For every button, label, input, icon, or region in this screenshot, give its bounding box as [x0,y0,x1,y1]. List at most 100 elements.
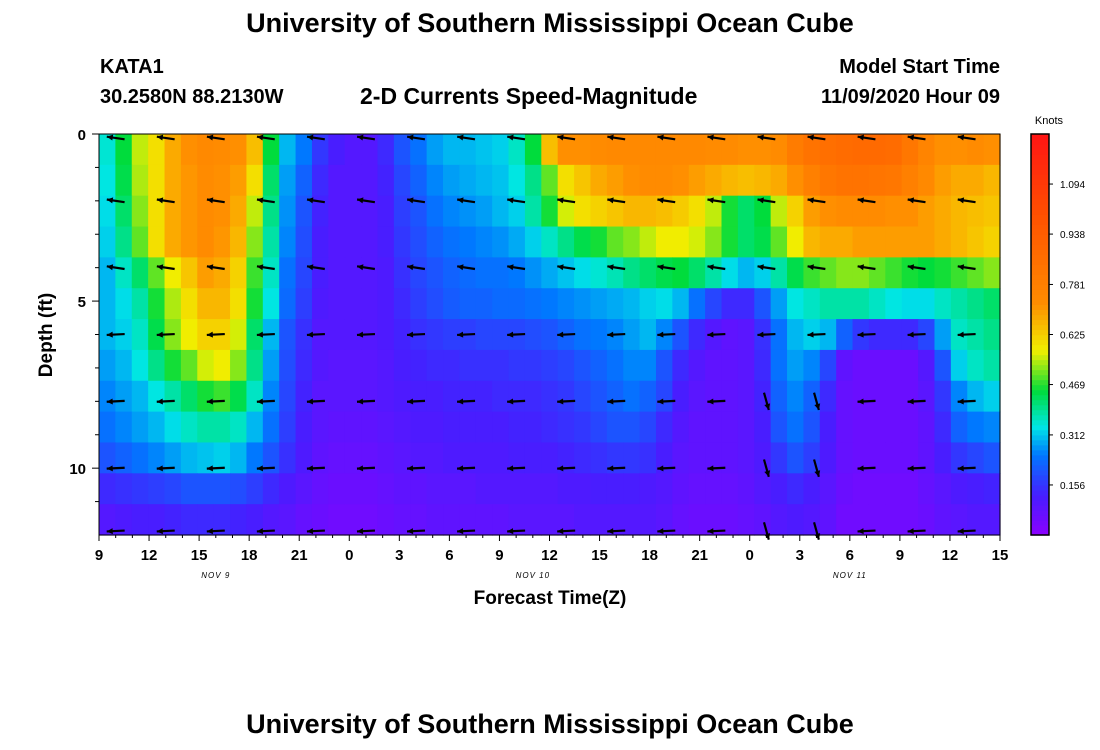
heatmap-cell [246,288,264,320]
heatmap-cell [164,473,182,505]
current-arrow [206,398,225,405]
heatmap-cell [459,473,477,505]
current-arrow [907,134,926,141]
heatmap-cell [983,257,1001,289]
heatmap-cell [148,134,166,166]
current-arrow [256,134,275,141]
heatmap-cell [983,349,1001,382]
heatmap-cell [279,288,297,320]
heatmap-cell [410,226,428,258]
current-arrow [557,134,576,141]
heatmap-cell [590,319,608,351]
heatmap-cell [950,411,968,444]
heatmap-cell [688,226,706,258]
heatmap-cell [868,442,886,474]
heatmap-cell [328,319,346,351]
heatmap-cell [754,442,772,474]
heatmap-cell [230,319,248,351]
current-arrow [907,264,926,271]
heatmap-cell [787,164,805,197]
colorbar-segment [1031,439,1049,446]
speed-heatmap [99,134,1001,536]
heatmap-cell [475,349,493,382]
heatmap-cell [787,288,805,320]
colorbar-segment [1031,299,1049,306]
heatmap-cell [983,288,1001,320]
heatmap-cell [459,195,477,228]
station-coordinates: 30.2580N 88.2130W [100,86,284,108]
heatmap-cell [197,226,215,258]
heatmap-cell [197,134,215,166]
current-arrow [306,398,325,405]
heatmap-cell [492,319,510,351]
current-arrow [707,398,726,405]
heatmap-cell [115,504,133,536]
heatmap-cell [852,442,870,474]
current-arrow [156,134,175,141]
heatmap-cell [197,195,215,228]
heatmap-cell [262,195,280,228]
heatmap-cell [328,288,346,320]
heatmap-cell [180,195,198,228]
heatmap-cell [574,319,592,351]
heatmap-cell [885,411,903,444]
heatmap-cell [836,504,854,536]
current-arrow [106,264,125,271]
heatmap-cell [574,442,592,474]
heatmap-cell [295,164,313,197]
heatmap-cell [557,195,575,228]
x-tick-label: 3 [796,547,804,564]
colorbar-segment [1031,369,1049,376]
heatmap-cell [852,288,870,320]
heatmap-cell [901,164,919,197]
heatmap-cell [655,134,673,166]
colorbar-segment [1031,234,1049,240]
heatmap-cell [180,319,198,351]
heatmap-cell [262,226,280,258]
depth-axis-label: Depth (ft) [36,293,57,377]
heatmap-cell [361,504,379,536]
heatmap-cell [901,504,919,536]
current-arrow [507,264,526,271]
heatmap-cell [836,134,854,166]
heatmap-cell [279,349,297,382]
heatmap-cell [705,195,723,228]
x-tick-label: 9 [896,547,904,564]
heatmap-cell [475,226,493,258]
current-arrow [707,465,726,472]
heatmap-cell [672,288,690,320]
depth-axis: 0 5 10 [69,127,99,503]
heatmap-cell [148,504,166,536]
current-arrow [957,264,976,271]
heatmap-cell [148,442,166,474]
heatmap-cell [967,164,985,197]
heatmap-cell [492,380,510,413]
heatmap-cell [377,380,395,413]
heatmap-cell [361,442,379,474]
heatmap-cell [590,226,608,258]
heatmap-cell [164,442,182,474]
x-tick-label: 9 [495,547,503,564]
current-arrow [607,197,626,204]
heatmap-cell [99,134,116,166]
heatmap-cell [393,442,411,474]
current-arrow [857,134,876,141]
date-label: NOV 10 [516,571,550,580]
heatmap-cell [557,288,575,320]
heatmap-cell [148,226,166,258]
heatmap-cell [868,195,886,228]
heatmap-cell [508,134,526,166]
heatmap-cell [393,195,411,228]
colorbar-segment [1031,274,1049,280]
colorbar-unit: Knots [1035,115,1064,127]
current-arrow [156,197,175,204]
heatmap-cell [574,164,592,197]
heatmap-cell [639,349,657,382]
colorbar-segment [1031,164,1049,170]
heatmap-cell [197,164,215,197]
current-arrow [356,264,376,271]
heatmap-cell [213,473,231,505]
current-arrow [657,197,676,204]
heatmap-cell [426,164,444,197]
heatmap-cell [393,349,411,382]
